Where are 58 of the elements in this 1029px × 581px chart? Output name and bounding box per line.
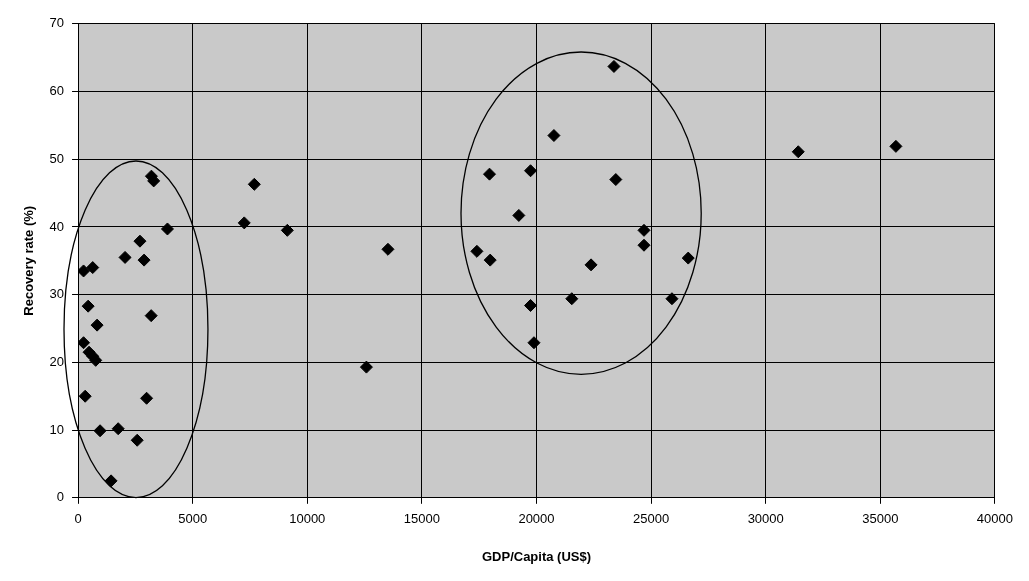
point (470, 244, 484, 258)
point (791, 145, 805, 159)
x-axis-title: GDP/Capita (US$) (481, 548, 592, 564)
point (359, 360, 373, 374)
y-tick-label: 0 (56, 489, 65, 505)
point (527, 336, 541, 350)
point (483, 167, 496, 181)
point (609, 173, 623, 187)
x-tick-label: 30000 (747, 511, 784, 527)
point (247, 177, 261, 191)
x-tick-label: 5000 (178, 511, 208, 527)
point (584, 258, 598, 272)
point (637, 238, 651, 252)
x-tick-label: 15000 (403, 511, 440, 527)
point (547, 129, 561, 143)
x-tick-label: 10000 (289, 511, 326, 527)
point (280, 223, 294, 237)
point (381, 242, 395, 256)
point (118, 250, 132, 264)
x-tick-label: 40000 (976, 511, 1013, 527)
point (93, 424, 107, 438)
point (130, 433, 144, 447)
point (160, 222, 174, 236)
point (90, 318, 104, 332)
point (86, 261, 100, 275)
point (665, 292, 679, 306)
point (565, 292, 579, 306)
y-tick-label: 50 (49, 150, 65, 166)
point (524, 164, 538, 178)
y-tick-label: 30 (49, 286, 65, 302)
x-tick-label: 20000 (518, 511, 555, 527)
y-axis-title: Recovery rate (%) (21, 205, 37, 316)
point (104, 474, 118, 488)
point (237, 216, 251, 230)
x-tick-label: 0 (74, 511, 82, 527)
point (78, 336, 91, 350)
point (111, 422, 125, 436)
point (81, 299, 95, 313)
point (137, 253, 151, 267)
point (681, 251, 695, 265)
point (889, 139, 903, 153)
x-tick-label: 35000 (862, 511, 899, 527)
point (78, 389, 92, 403)
point (483, 253, 497, 267)
point (607, 59, 621, 73)
point (133, 234, 147, 248)
y-tick-label: 60 (49, 83, 65, 99)
x-tick-label: 25000 (633, 511, 670, 527)
point (144, 309, 158, 323)
point (78, 264, 91, 278)
y-tick-label: 40 (49, 218, 65, 234)
point (140, 391, 154, 405)
y-tick-label: 70 (49, 15, 65, 31)
point (512, 208, 526, 222)
y-tick-label: 20 (49, 353, 65, 369)
point (637, 223, 651, 237)
point (524, 298, 538, 312)
y-tick-label: 10 (49, 421, 65, 437)
